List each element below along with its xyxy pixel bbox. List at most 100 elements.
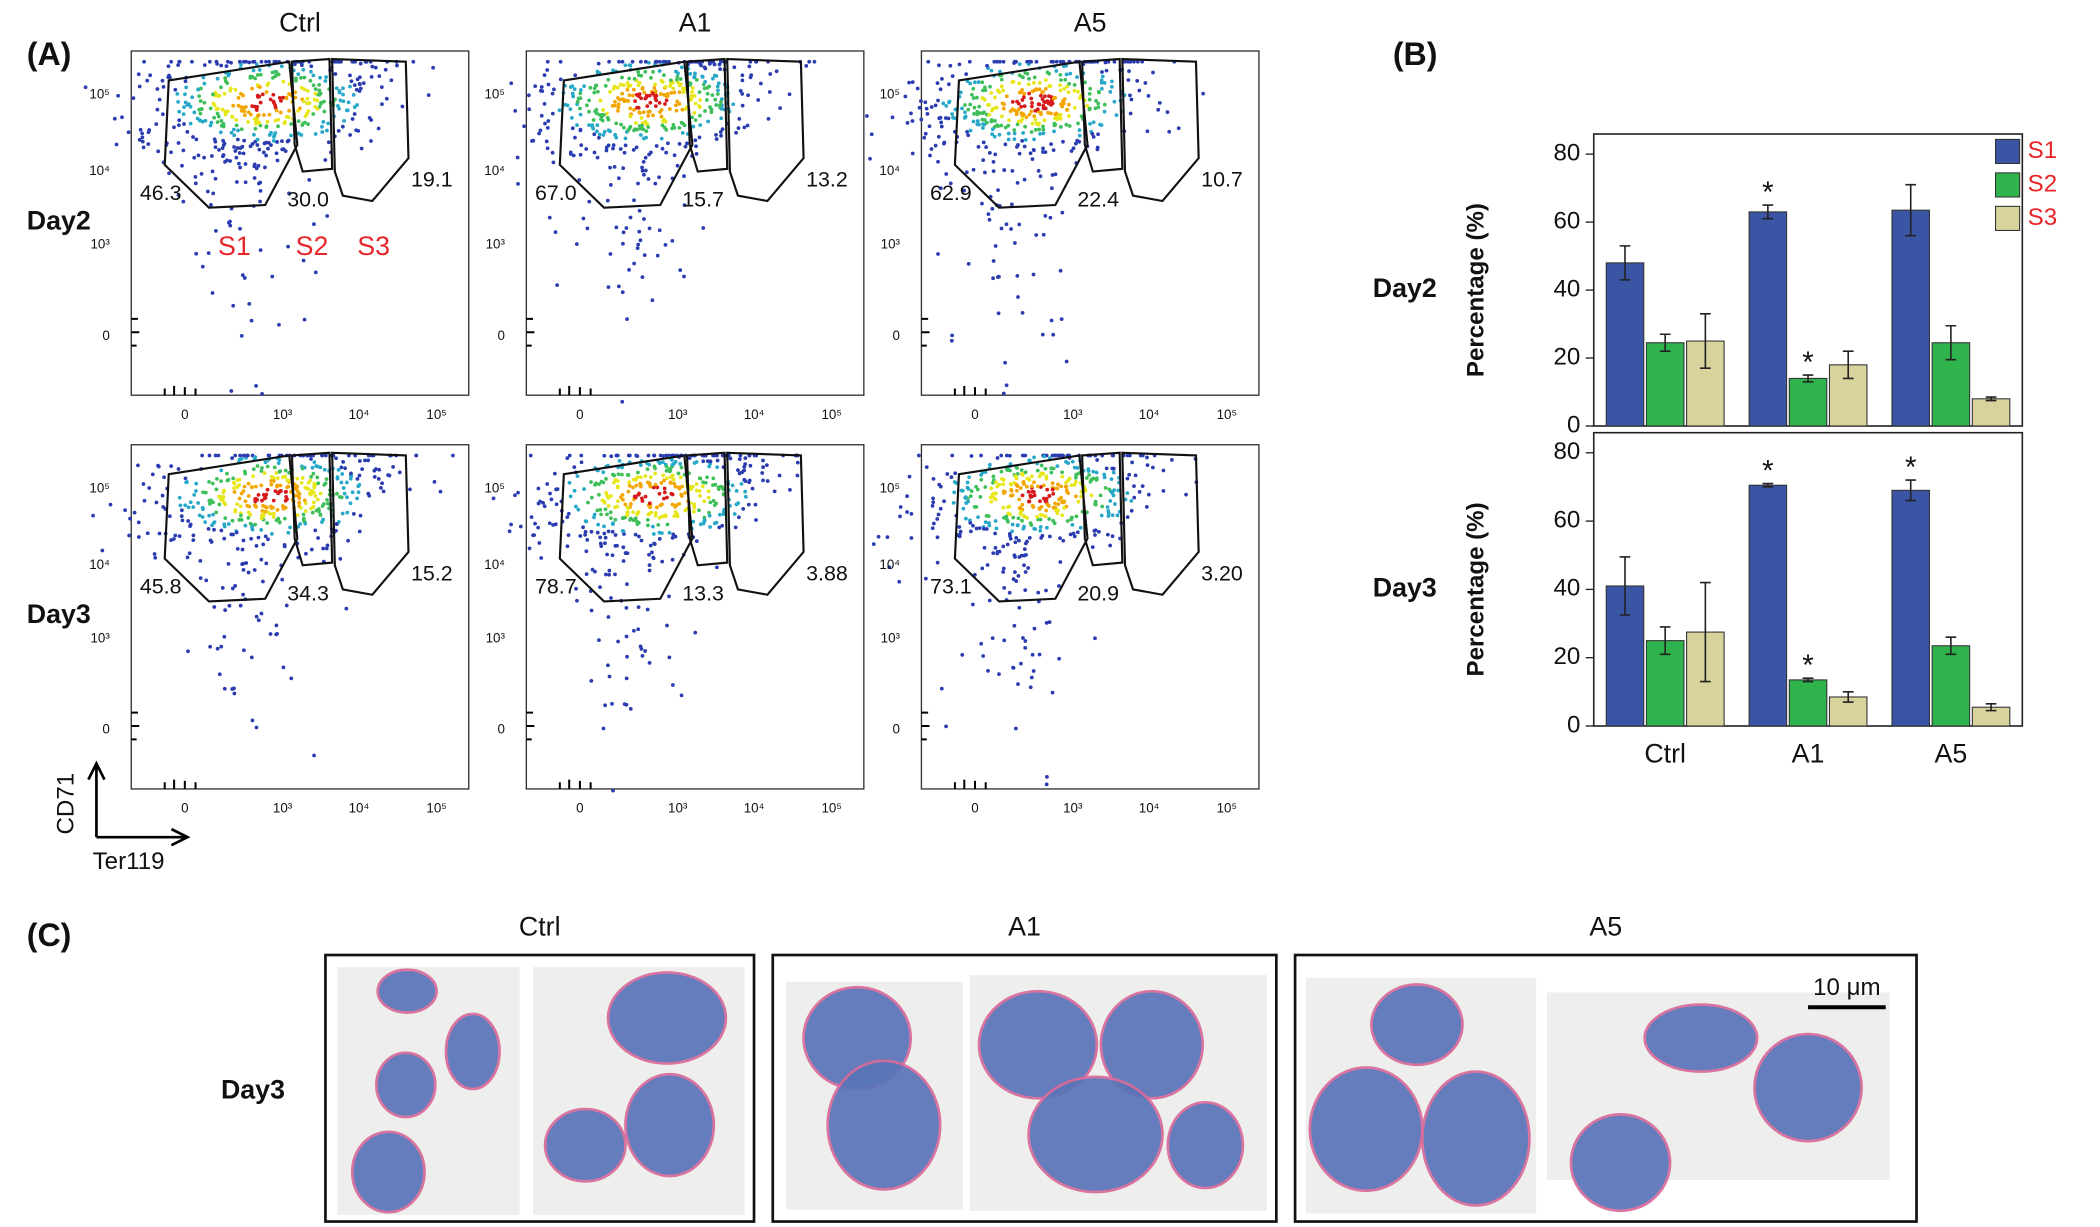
dot [625,513,629,518]
dot [1053,501,1057,506]
dot [971,86,976,91]
dot [579,460,584,465]
dot [677,501,682,506]
dot [1069,149,1074,153]
dot [650,298,655,303]
dot [653,104,658,109]
dot [264,153,268,158]
dot [607,59,611,64]
dot [1038,174,1043,179]
dot [221,124,226,129]
dot [1027,535,1032,540]
dot [302,87,307,92]
dot [1065,519,1070,523]
dot [606,128,611,133]
dot [996,188,1000,193]
dot [539,85,544,89]
dot [897,579,902,584]
dot [271,475,276,480]
dot [263,495,268,500]
dot [1044,621,1049,625]
dot [657,537,662,541]
dot [160,78,165,83]
dot [653,471,658,476]
y-tick-label: 40 [1554,275,1581,302]
dot [1023,588,1028,592]
dot [596,522,600,527]
dot [626,489,631,494]
dot [240,273,245,277]
dot [572,465,577,469]
dot [716,81,721,86]
dot [587,109,591,114]
dot [379,85,384,90]
dot [1116,488,1121,493]
dot [223,160,227,164]
dot [191,533,196,538]
dot [993,95,997,100]
dot [140,139,145,144]
dot [1128,93,1132,98]
dot [616,472,621,477]
dot [212,527,216,532]
dot [745,123,750,128]
dot [634,145,639,150]
dot [377,74,382,79]
dot [1129,498,1134,503]
y-tick-label: 10⁴ [484,557,505,572]
dot [1022,177,1027,182]
dot [1071,531,1076,536]
gate [163,60,299,209]
dot [645,467,650,471]
dot [322,483,327,487]
dot [241,538,246,543]
dot [1062,506,1067,510]
dot [1022,95,1026,100]
x-tick-label: 10⁴ [349,407,370,422]
dot [993,546,998,550]
dot [335,491,339,496]
dot [1123,497,1128,502]
dot [1074,472,1078,477]
dot [637,229,642,234]
dot [313,87,318,92]
dot [640,653,645,658]
dot [256,113,261,117]
dot [1034,59,1039,64]
dot [169,59,174,64]
dot [578,127,583,132]
gate [726,451,805,596]
dot [740,103,745,108]
dot [647,661,652,665]
dot [1041,124,1045,129]
dot [1018,90,1023,95]
dot [609,596,613,600]
dot [674,108,679,113]
dot [1135,78,1140,83]
dot [359,146,364,151]
dot [701,480,705,485]
dot [999,84,1004,89]
dot [653,96,658,101]
axis-rug [526,317,592,396]
dot [704,98,709,102]
dot [312,753,316,758]
dot [1032,148,1036,153]
dot [646,453,651,458]
dot [309,457,313,461]
dot [280,147,285,152]
error-bar [1945,324,1957,361]
dot [202,100,207,105]
dot [168,75,172,80]
dot [325,498,329,502]
dot [1146,492,1151,497]
dot [1017,605,1022,610]
dot [303,114,308,118]
dot [705,475,709,480]
dot [1031,272,1036,277]
dot [663,513,668,518]
dot [177,495,182,500]
dot [1022,144,1027,149]
dot [993,519,998,523]
dot [1075,138,1080,143]
